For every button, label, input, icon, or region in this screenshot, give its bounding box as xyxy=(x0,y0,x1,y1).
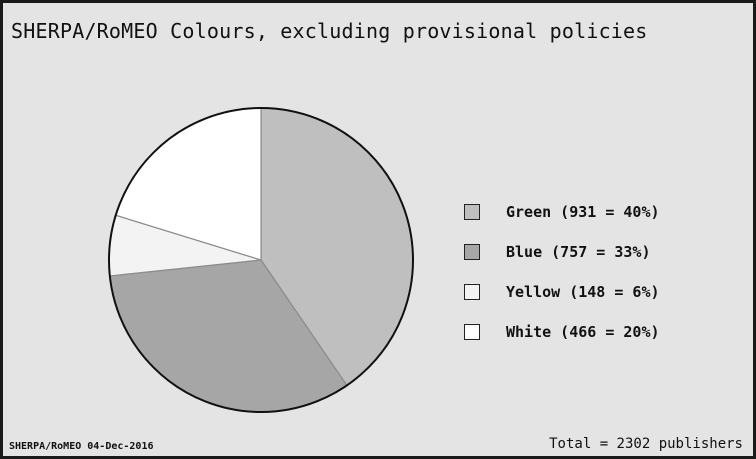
legend-swatch-green xyxy=(464,204,480,220)
legend-swatch-blue xyxy=(464,244,480,260)
total-note: Total = 2302 publishers xyxy=(549,436,743,452)
legend-label-green: Green (931 = 40%) xyxy=(506,203,660,221)
legend-swatch-yellow xyxy=(464,284,480,300)
legend-item-green: Green (931 = 40%) xyxy=(464,192,660,232)
legend-item-blue: Blue (757 = 33%) xyxy=(464,232,660,272)
pie-slices xyxy=(108,107,414,413)
chart-legend: Green (931 = 40%) Blue (757 = 33%) Yello… xyxy=(464,192,660,352)
pie-outline xyxy=(108,107,414,413)
chart-title: SHERPA/RoMEO Colours, excluding provisio… xyxy=(11,19,648,43)
source-note: SHERPA/RoMEO 04-Dec-2016 xyxy=(9,441,154,452)
legend-item-yellow: Yellow (148 = 6%) xyxy=(464,272,660,312)
pie-chart xyxy=(108,107,414,413)
legend-label-white: White (466 = 20%) xyxy=(506,323,660,341)
legend-item-white: White (466 = 20%) xyxy=(464,312,660,352)
legend-label-blue: Blue (757 = 33%) xyxy=(506,243,651,261)
legend-swatch-white xyxy=(464,324,480,340)
legend-label-yellow: Yellow (148 = 6%) xyxy=(506,283,660,301)
